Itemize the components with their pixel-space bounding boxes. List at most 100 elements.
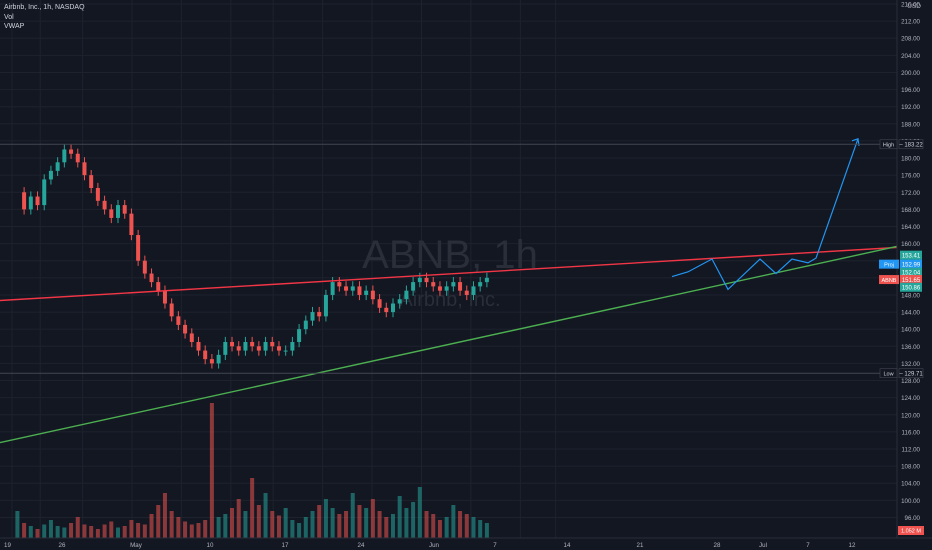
price-label-tag-bg <box>879 275 899 285</box>
volume-bar <box>424 511 429 538</box>
candle-body <box>69 149 74 154</box>
indicator-volume[interactable]: Vol <box>4 13 14 21</box>
volume-label: 1.052 M <box>901 529 921 535</box>
candle-body <box>183 324 188 334</box>
volume-bar <box>243 511 248 538</box>
low-label-tag-bg <box>879 368 898 379</box>
volume-bar <box>223 514 228 538</box>
price-label: 150.86 <box>902 286 921 292</box>
candle-body <box>189 333 194 343</box>
volume-bar <box>142 524 147 538</box>
candle-body <box>390 303 395 313</box>
candle-body <box>62 149 67 163</box>
price-tick-label: 164.00 <box>901 224 920 231</box>
high-label-bg <box>898 139 924 150</box>
time-axis-background <box>0 538 932 550</box>
candle-body <box>256 346 261 351</box>
indicator-vwap[interactable]: VWAP <box>4 23 25 30</box>
currency-label: USD <box>907 3 921 10</box>
price-tick-label: 120.00 <box>901 412 920 419</box>
volume-bar <box>451 505 456 538</box>
candle-body <box>310 312 315 321</box>
price-tick-label: 196.00 <box>901 87 920 94</box>
volume-bar <box>437 520 442 538</box>
volume-bar <box>357 505 362 538</box>
candle-body <box>350 286 355 291</box>
price-tick-label: 96.00 <box>905 515 921 522</box>
time-axis[interactable]: 19 26 May 10 17 24 Jun 7 14 21 28 Jul 7 12 <box>0 537 932 550</box>
candle-body <box>156 282 161 291</box>
symbol-line[interactable]: Airbnb, Inc., 1h, NASDAQ <box>4 4 85 11</box>
candle-body <box>411 282 416 291</box>
time-tick-label: 14 <box>564 542 571 549</box>
price-tick-label: 148.00 <box>901 292 920 299</box>
candle-body <box>196 342 201 351</box>
price-label-tag-bg <box>879 259 899 269</box>
volume-bar <box>458 511 463 538</box>
volume-bar <box>89 526 94 538</box>
volume-bar <box>62 527 67 538</box>
price-label-tag: Proj <box>884 262 894 268</box>
price-tick-label: 176.00 <box>901 173 920 180</box>
trendlines <box>0 137 901 444</box>
candle-body <box>136 235 141 261</box>
price-tick-label: 212.00 <box>901 19 920 26</box>
volume-bar <box>22 523 27 538</box>
candle-body <box>290 342 295 351</box>
candle-body <box>344 286 349 291</box>
candle-body <box>451 282 456 287</box>
time-tick-label: 21 <box>637 542 644 549</box>
volume-label-bg <box>898 526 924 535</box>
volume-bar <box>169 511 174 538</box>
candle-body <box>149 273 154 283</box>
volume-bar <box>256 505 261 538</box>
candle-body <box>478 282 483 287</box>
candle-body <box>42 179 47 206</box>
volume-bar <box>364 508 369 538</box>
volume-bar <box>310 511 315 538</box>
watermark-subtitle: Airbnb, Inc. <box>399 289 500 311</box>
candles <box>22 144 489 369</box>
time-tick-label: 26 <box>59 542 66 549</box>
candle-body <box>102 200 107 210</box>
candle-body <box>129 213 134 236</box>
candle-body <box>364 290 369 295</box>
price-tick-label: 112.00 <box>902 446 921 453</box>
price-tick-label: 116.00 <box>902 429 921 436</box>
volume-bar <box>102 524 107 538</box>
time-tick-label: 24 <box>358 542 365 549</box>
candle-body <box>82 162 87 176</box>
time-tick-label: 17 <box>282 542 289 549</box>
price-label-bg <box>900 250 922 260</box>
candle-body <box>323 294 328 317</box>
price-tick-label: 104.00 <box>901 481 920 488</box>
price-label-bg <box>900 267 922 277</box>
candle-body <box>464 290 469 295</box>
candle-body <box>417 277 422 283</box>
candle-body <box>230 342 235 347</box>
price-tick-label: 208.00 <box>901 36 920 43</box>
volume-bar <box>15 511 20 538</box>
price-label-bg <box>900 259 922 269</box>
volume-bar <box>162 493 167 538</box>
volume-bar <box>297 523 302 538</box>
volume-bar <box>156 505 161 538</box>
price-label: 152.04 <box>902 271 921 277</box>
volume-bar <box>323 499 328 538</box>
candle-body <box>337 282 342 287</box>
volume-bar <box>350 493 355 538</box>
chart-legend: Airbnb, Inc., 1h, NASDAQ Vol VWAP <box>4 3 85 32</box>
candle-body <box>471 286 476 295</box>
candle-body <box>357 286 362 295</box>
time-tick-label: Jun <box>429 542 440 549</box>
candle-body <box>209 359 214 364</box>
candle-body <box>458 282 463 291</box>
candle-body <box>437 286 442 291</box>
high-label-tag: High <box>883 143 894 149</box>
candle-body <box>263 342 268 351</box>
volume-bar <box>28 526 33 538</box>
price-label: 153.41 <box>902 253 921 259</box>
time-tick-label: Jul <box>759 542 767 549</box>
volume-bar <box>250 478 255 538</box>
